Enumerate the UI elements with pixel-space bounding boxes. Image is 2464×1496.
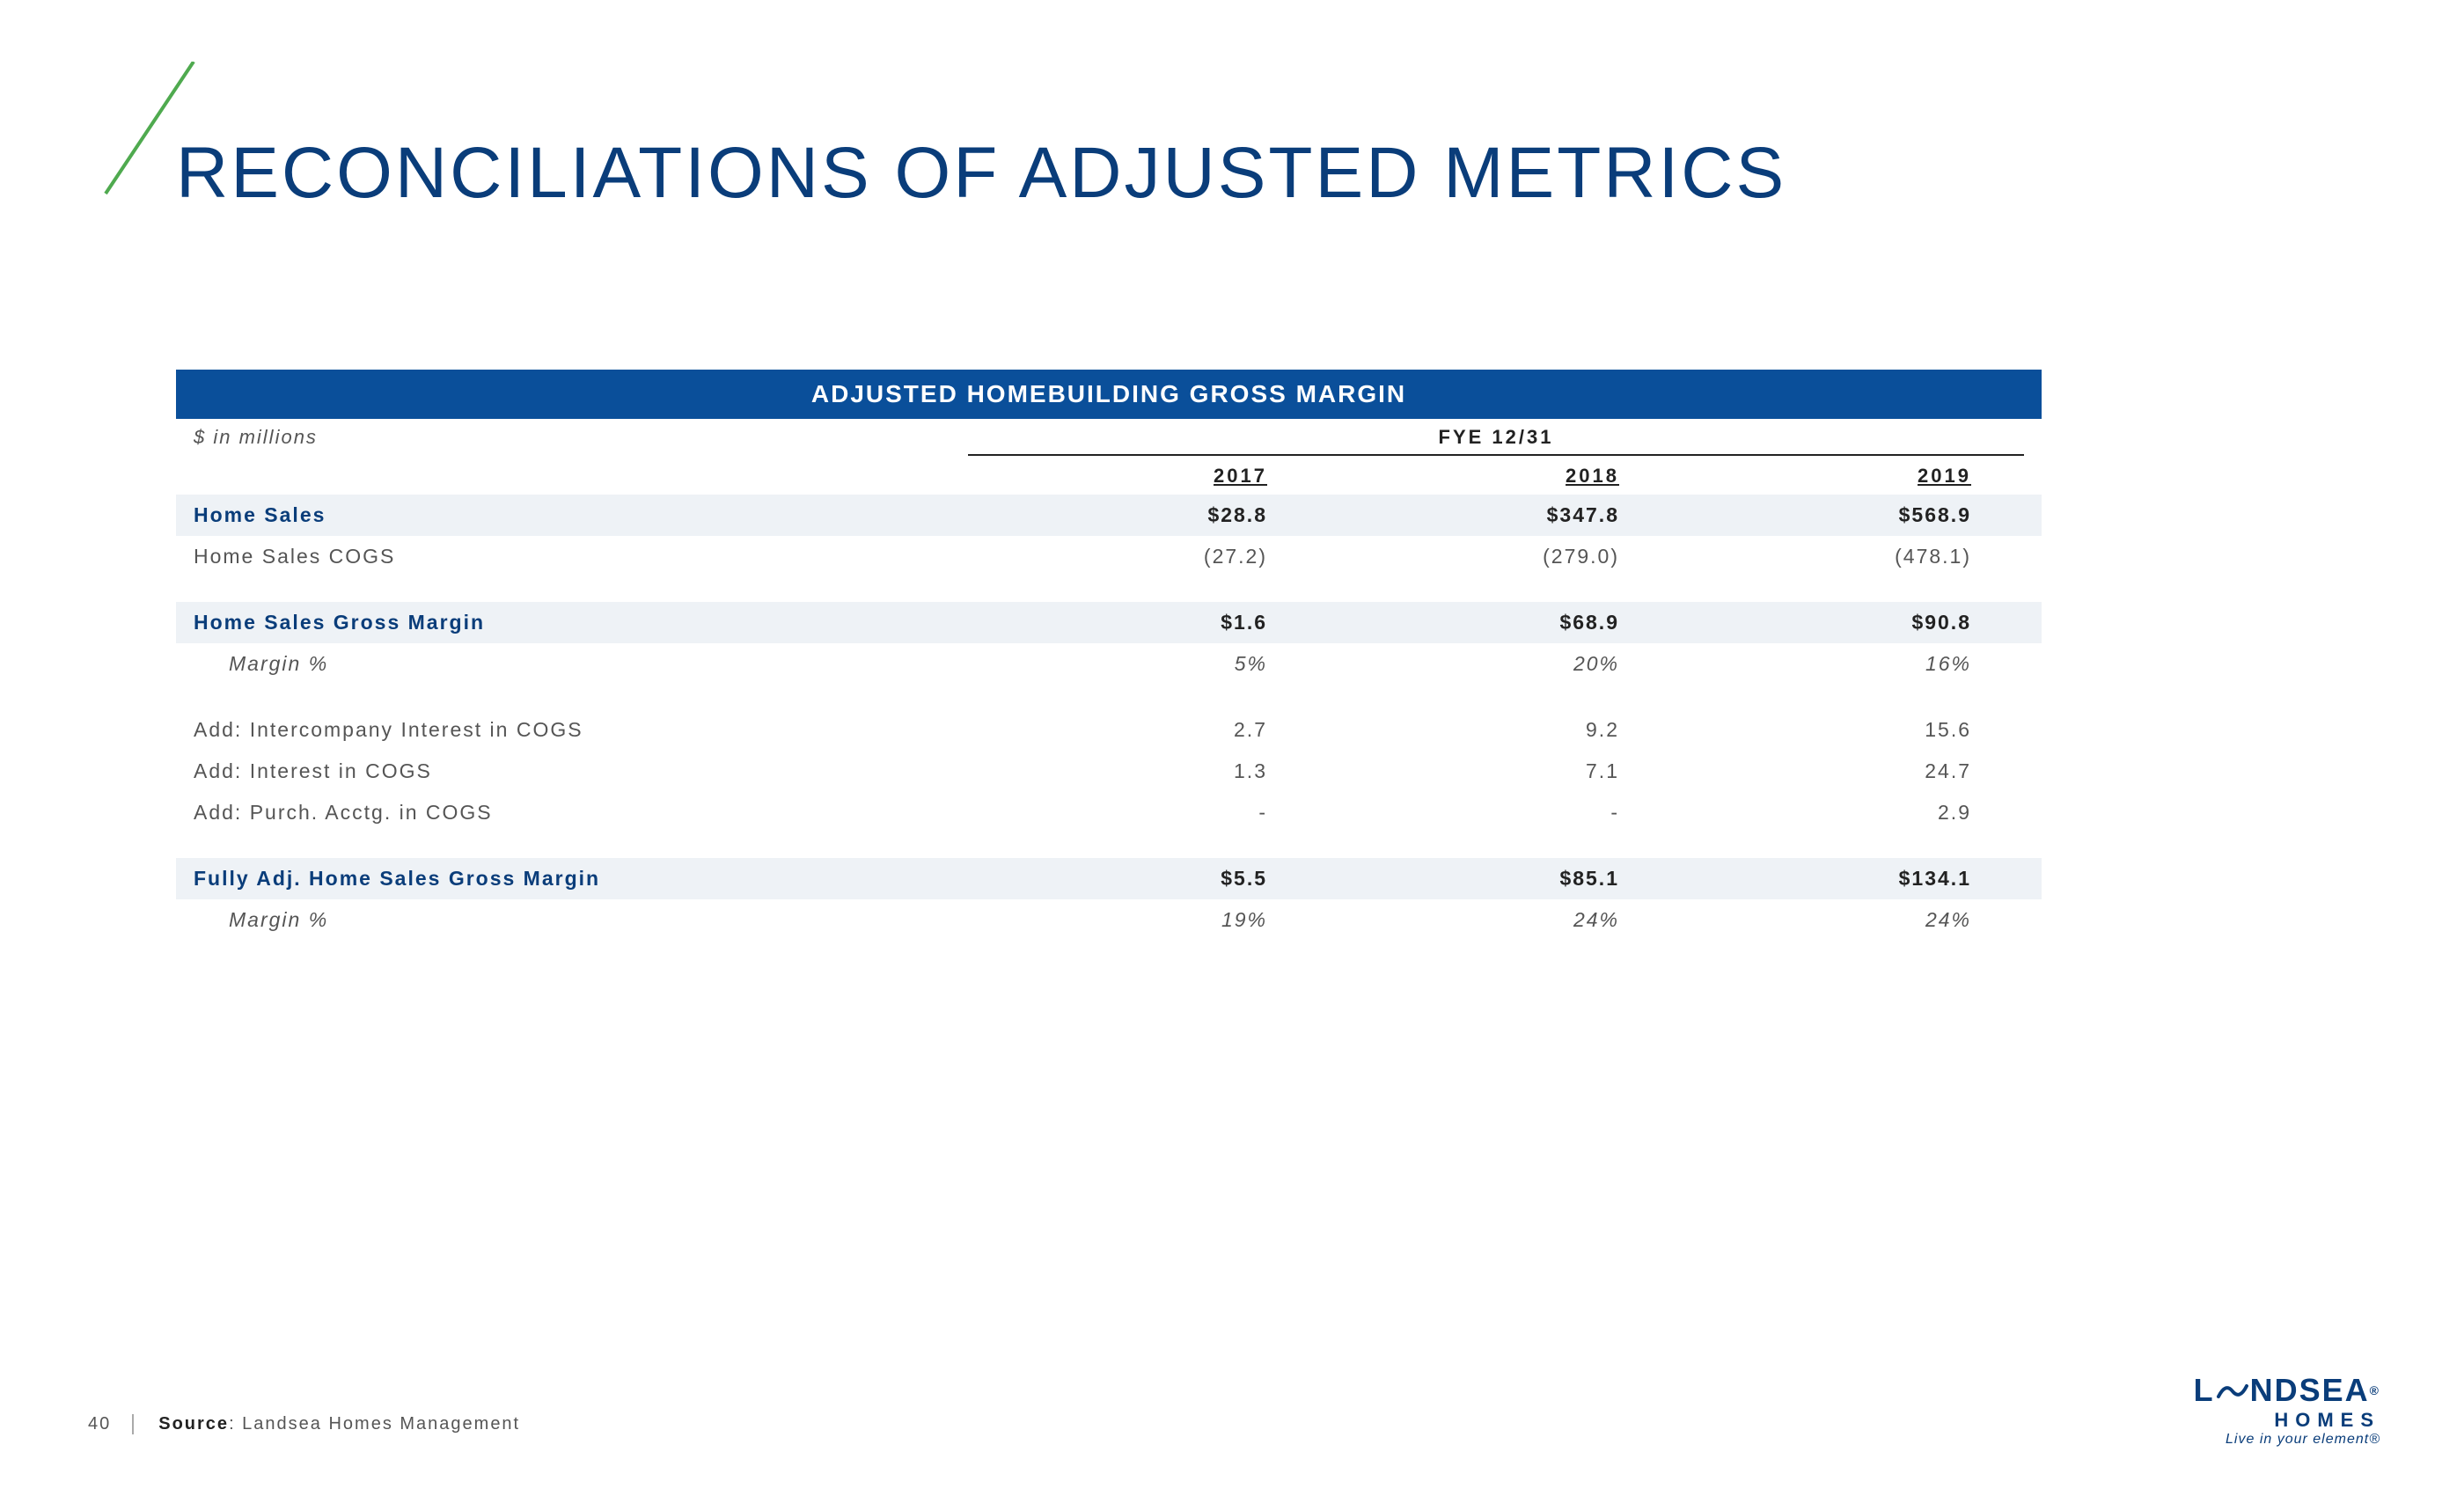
row-value: $68.9 (1320, 611, 1672, 634)
table-row (176, 577, 2042, 602)
table-row: Fully Adj. Home Sales Gross Margin$5.5$8… (176, 858, 2042, 899)
col-header: 2019 (1672, 465, 2024, 488)
row-label: Home Sales Gross Margin (194, 611, 968, 634)
row-value: 2.9 (1672, 801, 2024, 825)
row-value: $134.1 (1672, 867, 2024, 891)
row-value: 16% (1672, 652, 2024, 676)
row-value: $568.9 (1672, 503, 2024, 527)
row-value: 5% (968, 652, 1320, 676)
table-row: Home Sales COGS(27.2)(279.0)(478.1) (176, 536, 2042, 577)
row-value: $1.6 (968, 611, 1320, 634)
landsea-logo: L NDSEA ® HOMES Live in your element® (2194, 1372, 2380, 1448)
reconciliation-table: ADJUSTED HOMEBUILDING GROSS MARGIN $ in … (176, 370, 2042, 941)
table-banner: ADJUSTED HOMEBUILDING GROSS MARGIN (176, 370, 2042, 419)
table-row: Margin %19%24%24% (176, 899, 2042, 941)
row-value: 24% (1320, 908, 1672, 932)
row-value: 20% (1320, 652, 1672, 676)
table-year-row: 2017 2018 2019 (176, 459, 2042, 495)
page-title: RECONCILIATIONS OF ADJUSTED METRICS (176, 132, 1786, 215)
row-value: $85.1 (1320, 867, 1672, 891)
logo-wave-icon (2217, 1377, 2248, 1404)
row-label: Home Sales (194, 503, 968, 527)
col-header: 2017 (968, 465, 1320, 488)
table-row: Add: Purch. Acctg. in COGS--2.9 (176, 792, 2042, 833)
page-number: 40 (88, 1414, 134, 1434)
row-value: 24.7 (1672, 759, 2024, 783)
row-label: Add: Purch. Acctg. in COGS (194, 801, 968, 825)
row-label: Margin % (194, 652, 968, 676)
table-header-units-row: $ in millions FYE 12/31 (176, 419, 2042, 459)
row-value: 9.2 (1320, 718, 1672, 742)
table-row: Margin %5%20%16% (176, 643, 2042, 685)
row-value: $90.8 (1672, 611, 2024, 634)
logo-tagline: Live in your element® (2194, 1432, 2380, 1448)
table-row: Add: Interest in COGS1.37.124.7 (176, 751, 2042, 792)
logo-subtext: HOMES (2194, 1409, 2380, 1432)
row-label: Margin % (194, 908, 968, 932)
footer: 40 Source: Landsea Homes Management (88, 1414, 520, 1434)
table-body: Home Sales$28.8$347.8$568.9Home Sales CO… (176, 495, 2042, 941)
source-label: Source (158, 1414, 229, 1434)
row-value: 24% (1672, 908, 2024, 932)
row-value: 2.7 (968, 718, 1320, 742)
row-value: (279.0) (1320, 545, 1672, 568)
row-value: 19% (968, 908, 1320, 932)
row-value: (478.1) (1672, 545, 2024, 568)
row-label: Add: Intercompany Interest in COGS (194, 718, 968, 742)
period-label: FYE 12/31 (968, 426, 2024, 456)
table-row: Add: Intercompany Interest in COGS2.79.2… (176, 709, 2042, 751)
row-value: 7.1 (1320, 759, 1672, 783)
row-value: $347.8 (1320, 503, 1672, 527)
row-value: $5.5 (968, 867, 1320, 891)
col-header: 2018 (1320, 465, 1672, 488)
row-value: (27.2) (968, 545, 1320, 568)
logo-wordmark: L NDSEA ® (2194, 1372, 2380, 1409)
row-value: - (1320, 801, 1672, 825)
row-label: Home Sales COGS (194, 545, 968, 568)
table-row: Home Sales Gross Margin$1.6$68.9$90.8 (176, 602, 2042, 643)
table-row (176, 833, 2042, 858)
row-label: Add: Interest in COGS (194, 759, 968, 783)
row-value: 15.6 (1672, 718, 2024, 742)
row-value: - (968, 801, 1320, 825)
table-row (176, 685, 2042, 709)
source-text: : Landsea Homes Management (229, 1414, 520, 1434)
row-value: $28.8 (968, 503, 1320, 527)
row-label: Fully Adj. Home Sales Gross Margin (194, 867, 968, 891)
table-row: Home Sales$28.8$347.8$568.9 (176, 495, 2042, 536)
row-value: 1.3 (968, 759, 1320, 783)
units-label: $ in millions (194, 426, 968, 456)
